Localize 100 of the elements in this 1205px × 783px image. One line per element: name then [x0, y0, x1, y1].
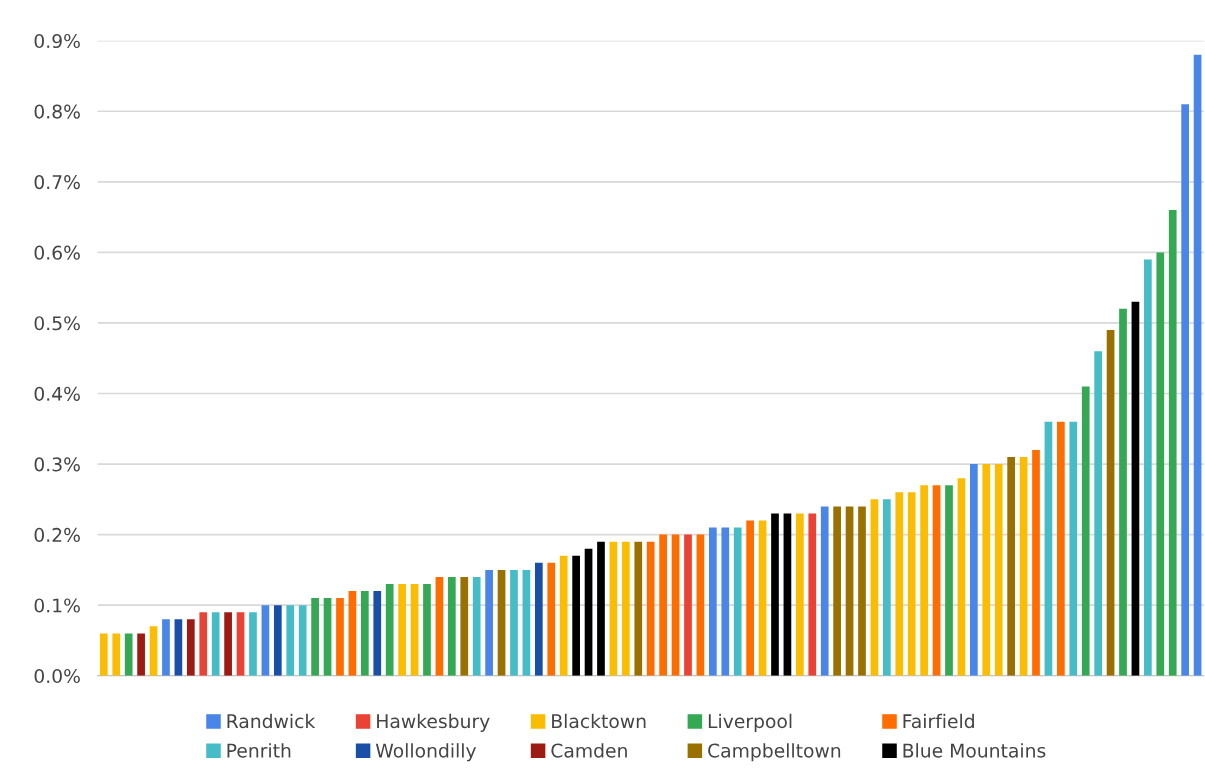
- bar: [236, 612, 245, 676]
- bar: [149, 626, 158, 676]
- bar: [597, 541, 605, 676]
- bar: [398, 584, 406, 676]
- legend-label: Blacktown: [552, 713, 646, 729]
- bar: [460, 576, 469, 676]
- bar: [957, 478, 966, 676]
- bar: [646, 541, 655, 676]
- legend-label: Hawkesbury: [377, 713, 490, 732]
- legend-label: Liverpool: [708, 713, 792, 732]
- bar: [696, 534, 705, 676]
- bar: [186, 619, 195, 676]
- bar: [771, 513, 779, 676]
- bar: [522, 569, 531, 676]
- bar: [1069, 421, 1078, 676]
- y-tick-label: 0.7%: [34, 175, 80, 190]
- bar: [298, 605, 307, 676]
- y-tick-label: 0.1%: [34, 598, 80, 613]
- bar: [336, 598, 344, 676]
- bar: [373, 591, 382, 676]
- bar: [870, 499, 879, 676]
- bar: [883, 499, 891, 676]
- bar: [858, 506, 866, 676]
- bar: [273, 605, 282, 676]
- bar: [945, 485, 953, 676]
- bar: [1032, 449, 1040, 676]
- bar: [659, 534, 667, 676]
- legend-label: Randwick: [227, 713, 316, 729]
- bar: [1193, 54, 1202, 676]
- bar: [423, 584, 431, 676]
- bar: [684, 534, 692, 676]
- bar: [348, 591, 357, 676]
- bar: [1044, 421, 1053, 676]
- legend-label: Blue Mountains: [903, 743, 1046, 758]
- legend-label: Campbelltown: [708, 743, 841, 762]
- bar: [1057, 421, 1065, 676]
- bar: [907, 492, 916, 676]
- bar: [1019, 457, 1028, 676]
- y-tick-label: 0.3%: [34, 457, 80, 472]
- bar: [112, 633, 121, 676]
- bar: [833, 506, 841, 676]
- bar: [1144, 259, 1152, 676]
- bar: [970, 464, 978, 676]
- bar: [721, 527, 730, 676]
- bar: [1119, 308, 1127, 676]
- bar: [1181, 104, 1189, 676]
- bar: [1007, 457, 1015, 676]
- bar: [435, 576, 444, 676]
- bar: [994, 464, 1003, 676]
- bar: [211, 612, 220, 676]
- bar: [199, 612, 208, 676]
- bar: [1131, 301, 1140, 676]
- y-tick-label: 0.2%: [34, 527, 80, 543]
- bar: [162, 619, 170, 676]
- bar: [584, 548, 593, 676]
- y-tick-label: 0.9%: [34, 33, 80, 49]
- bar: [895, 492, 904, 676]
- bar: [249, 612, 257, 676]
- bar: [808, 513, 817, 676]
- bar: [311, 598, 319, 676]
- bar: [224, 612, 232, 676]
- bar: [1081, 386, 1090, 676]
- bar: [534, 562, 543, 676]
- bar: [497, 569, 506, 676]
- bar: [920, 485, 928, 676]
- bar: [1168, 210, 1177, 676]
- bar: [572, 555, 580, 676]
- bar: [286, 605, 295, 676]
- bar: [621, 541, 630, 676]
- bar: [510, 569, 518, 676]
- bar: [746, 520, 754, 676]
- bar: [758, 520, 767, 676]
- bar: [124, 633, 133, 676]
- bar: [1094, 351, 1102, 676]
- legend-label: Penrith: [227, 743, 291, 758]
- bar: [708, 527, 717, 676]
- bar: [261, 605, 270, 676]
- bar: [634, 541, 643, 676]
- legend-label: Fairfield: [903, 713, 974, 729]
- bar: [174, 619, 183, 676]
- bar: [410, 584, 419, 676]
- y-tick-label: 0.5%: [34, 316, 80, 331]
- bar: [323, 598, 332, 676]
- bar: [1106, 330, 1115, 676]
- bar: [99, 633, 108, 676]
- bar: [447, 576, 456, 676]
- legend-label: Camden: [551, 743, 627, 758]
- bar: [671, 534, 680, 676]
- y-tick-label: 0.0%: [34, 668, 80, 684]
- bar: [547, 562, 556, 676]
- bar: [796, 513, 804, 676]
- bar: [845, 506, 854, 676]
- bar: [485, 569, 493, 676]
- bar: [1156, 252, 1165, 676]
- bar: [733, 527, 742, 676]
- bar: [137, 633, 145, 676]
- bar: [932, 485, 941, 676]
- bar: [609, 541, 618, 676]
- bar: [360, 591, 369, 676]
- bar: [472, 576, 481, 676]
